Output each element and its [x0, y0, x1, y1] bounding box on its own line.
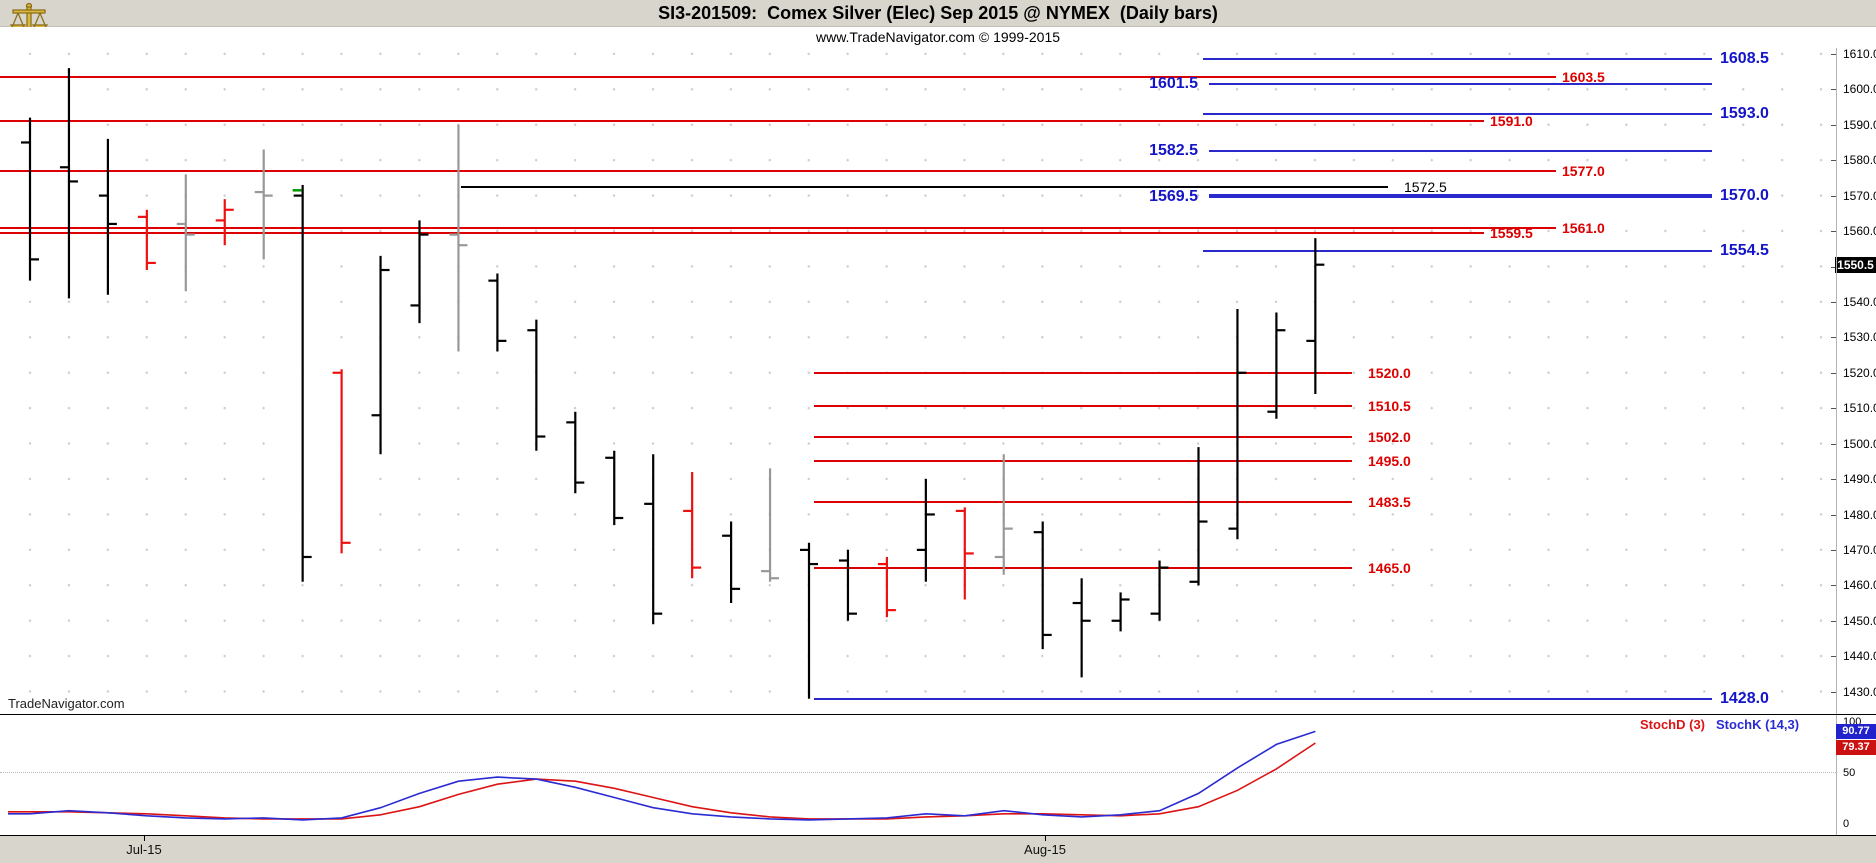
price-tick-mark	[1831, 585, 1836, 587]
stochk-legend-label[interactable]: StochK (14,3)	[1716, 717, 1800, 732]
stochd-value-box: 79.37	[1836, 740, 1876, 755]
last-price-box: 1550.5	[1835, 257, 1876, 273]
price-tick-label-1490: 1490.0	[1843, 472, 1876, 486]
level-label-1465.0: 1465.0	[1368, 559, 1411, 576]
price-tick-mark	[1831, 514, 1836, 516]
price-tick-label-1460: 1460.0	[1843, 578, 1876, 593]
price-tick-mark	[1831, 549, 1836, 551]
price-tick-mark	[1831, 266, 1836, 268]
price-tick-mark	[1831, 53, 1836, 55]
date-label-Jul-15: Jul-15	[126, 842, 162, 857]
price-tick-mark	[1831, 231, 1836, 232]
level-line-1510.5[interactable]	[814, 405, 1352, 408]
price-tick-mark	[1831, 372, 1836, 374]
price-tick-mark	[1831, 479, 1836, 480]
price-tick-label-1560: 1560.0	[1843, 224, 1876, 238]
level-line-1608.5[interactable]	[1203, 58, 1712, 61]
level-label-1593.0: 1593.0	[1720, 105, 1769, 123]
price-tick-mark	[1831, 691, 1836, 693]
price-tick-label-1540: 1540.0	[1843, 294, 1876, 309]
price-tick-mark	[1831, 656, 1836, 658]
level-label-1561.0: 1561.0	[1562, 219, 1605, 236]
level-label-1591.0: 1591.0	[1490, 113, 1533, 130]
price-tick-label-1600: 1600.0	[1843, 82, 1876, 97]
price-tick-mark	[1831, 301, 1836, 303]
price-tick-mark	[1831, 408, 1836, 410]
level-label-1603.5: 1603.5	[1562, 68, 1605, 85]
date-tick-mark	[144, 836, 145, 841]
chart-title: SI3-201509: Comex Silver (Elec) Sep 2015…	[658, 3, 1218, 23]
level-line-1593[interactable]	[1203, 113, 1712, 116]
stoch-panel-bottom-border	[0, 835, 1876, 836]
axis-separator	[1836, 48, 1837, 835]
level-label-1569.5: 1569.5	[1149, 188, 1198, 206]
price-tick-label-1450: 1450.0	[1843, 613, 1876, 628]
price-tick-mark	[1831, 160, 1836, 162]
level-line-1570[interactable]	[1209, 193, 1712, 198]
level-label-1601.5: 1601.5	[1149, 75, 1198, 92]
level-line-1520[interactable]	[814, 371, 1352, 374]
price-plot-area	[0, 48, 1836, 714]
price-tick-label-1530: 1530.0	[1843, 330, 1876, 345]
level-label-1608.5: 1608.5	[1720, 50, 1769, 68]
stoch-50-gridline	[0, 772, 1836, 773]
title-bar: SI3-201509: Comex Silver (Elec) Sep 2015…	[0, 0, 1876, 27]
stochd-legend-label[interactable]: StochD (3)	[1640, 717, 1705, 732]
level-line-1591[interactable]	[0, 120, 1484, 123]
level-label-1495.0: 1495.0	[1368, 453, 1411, 470]
price-tick-mark	[1831, 443, 1836, 445]
level-label-1577.0: 1577.0	[1562, 162, 1605, 179]
price-tick-label-1500: 1500.0	[1843, 436, 1876, 451]
stochk-value-box: 90.77	[1836, 724, 1876, 739]
price-tick-label-1610: 1610.0	[1843, 46, 1876, 61]
date-tick-mark	[1045, 836, 1046, 841]
price-tick-mark	[1831, 337, 1836, 339]
panel-divider	[0, 714, 1876, 715]
price-tick-mark	[1831, 89, 1836, 91]
price-tick-label-1580: 1580.0	[1843, 153, 1876, 168]
price-tick-label-1470: 1470.0	[1843, 542, 1876, 557]
level-label-1520.0: 1520.0	[1368, 364, 1411, 381]
watermark: TradeNavigator.com	[8, 696, 125, 711]
level-line-1601.5[interactable]	[1209, 83, 1712, 85]
level-label-1502.0: 1502.0	[1368, 428, 1411, 445]
price-tick-label-1520: 1520.0	[1843, 365, 1876, 380]
level-label-1428.0: 1428.0	[1720, 689, 1769, 707]
level-line-1561[interactable]	[0, 226, 1556, 229]
price-tick-mark	[1831, 620, 1836, 622]
level-label-1559.5: 1559.5	[1490, 224, 1533, 241]
level-label-1510.5: 1510.5	[1368, 398, 1411, 415]
level-line-1559.5[interactable]	[0, 231, 1484, 234]
stoch-tick-label-50: 50	[1843, 767, 1856, 779]
level-line-1502[interactable]	[814, 435, 1352, 438]
level-line-1428[interactable]	[814, 697, 1712, 700]
price-tick-label-1570: 1570.0	[1843, 188, 1876, 203]
level-label-1554.5: 1554.5	[1720, 241, 1769, 259]
price-tick-mark	[1831, 195, 1836, 197]
price-tick-mark	[1831, 124, 1836, 126]
price-tick-label-1480: 1480.0	[1843, 507, 1876, 522]
level-line-1577[interactable]	[0, 169, 1556, 172]
level-line-1603.5[interactable]	[0, 75, 1556, 78]
chart-subtitle: www.TradeNavigator.com © 1999-2015	[0, 27, 1876, 48]
level-line-1483.5[interactable]	[814, 501, 1352, 504]
price-tick-label-1430: 1430.0	[1843, 684, 1876, 699]
price-tick-label-1510: 1510.0	[1843, 401, 1876, 416]
price-tick-label-1440: 1440.0	[1843, 649, 1876, 664]
level-label-1582.5: 1582.5	[1149, 142, 1198, 160]
date-label-Aug-15: Aug-15	[1024, 842, 1066, 857]
level-label-1570.0: 1570.0	[1720, 186, 1769, 204]
level-line-1465[interactable]	[814, 566, 1352, 569]
level-line-1572.5[interactable]	[461, 185, 1388, 188]
stochastic-panel	[0, 715, 1836, 835]
price-tick-label-1590: 1590.0	[1843, 117, 1876, 132]
date-axis	[0, 836, 1876, 863]
level-line-1495[interactable]	[814, 460, 1352, 463]
level-label-1572.5: 1572.5	[1404, 178, 1447, 195]
level-line-1554.5[interactable]	[1203, 249, 1712, 252]
level-label-1483.5: 1483.5	[1368, 494, 1411, 511]
level-line-1582.5[interactable]	[1209, 150, 1712, 153]
stoch-tick-label-0: 0	[1843, 818, 1850, 830]
